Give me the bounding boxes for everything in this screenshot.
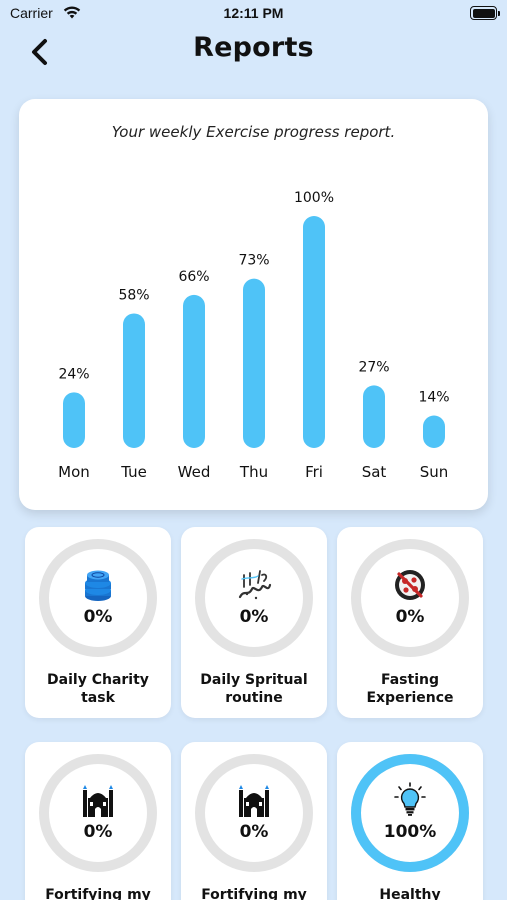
weekly-progress-card: Your weekly Exercise progress report. 24… (19, 99, 488, 510)
coins-icon (85, 570, 111, 601)
clock: 12:11 PM (223, 5, 284, 21)
task-card-spiritual[interactable]: 0% Daily Spritual routine (181, 527, 327, 718)
bar-wed (183, 294, 205, 448)
task-card-fortifying-2[interactable]: 0% Fortifying my (181, 742, 327, 900)
carrier-label: Carrier (10, 5, 53, 21)
task-percent: 0% (83, 607, 113, 627)
task-percent: 0% (83, 822, 113, 842)
bar-value-label: 14% (418, 390, 449, 406)
back-button[interactable] (26, 36, 56, 68)
category-label: Tue (120, 463, 147, 481)
wifi-icon (63, 6, 81, 19)
progress-ring (195, 539, 313, 657)
task-card-healthy[interactable]: 100% Healthy (337, 742, 483, 900)
chart-title: Your weekly Exercise progress report. (111, 123, 396, 141)
lightbulb-icon (394, 782, 426, 816)
bar-sun (423, 415, 445, 448)
bar-value-label: 66% (178, 269, 209, 285)
task-label: Daily Spritual routine (200, 672, 308, 706)
progress-ring (39, 539, 157, 657)
page-title: Reports (193, 32, 314, 63)
bar-value-label: 27% (358, 359, 389, 375)
progress-ring (351, 539, 469, 657)
task-card-fortifying-1[interactable]: 0% Fortifying my (25, 742, 171, 900)
category-label: Sun (420, 463, 449, 481)
mosque-icon (239, 785, 269, 817)
no-food-icon (395, 570, 425, 600)
task-percent: 100% (383, 822, 437, 842)
bar-value-label: 58% (118, 287, 149, 303)
bar-fri (303, 216, 325, 448)
chevron-left-icon (32, 39, 47, 65)
weekly-progress-chart: 24% Mon 58% Tue 66% Wed 73% Thu 100% Fri 27% Sat 14%… (58, 190, 449, 481)
task-percent: 0% (239, 822, 269, 842)
category-label: Sat (362, 463, 387, 481)
category-label: Wed (178, 463, 211, 481)
bar-value-label: 100% (294, 190, 334, 206)
bar-thu (243, 278, 265, 448)
task-label: Fortifying my (201, 887, 307, 900)
task-label: Healthy (379, 887, 441, 900)
task-card-fasting[interactable]: 0% Fasting Experience (337, 527, 483, 718)
progress-ring (351, 754, 469, 872)
battery-icon (470, 6, 500, 20)
calligraphy-icon (238, 570, 272, 600)
task-percent: 0% (239, 607, 269, 627)
status-bar: Carrier 12:11 PM (0, 0, 507, 28)
task-percent: 0% (395, 607, 425, 627)
task-label: Daily Charity task (47, 672, 149, 706)
progress-ring (39, 754, 157, 872)
bar-value-label: 24% (58, 366, 89, 382)
bar-value-label: 73% (238, 253, 269, 269)
task-card-charity[interactable]: 0% Daily Charity task (25, 527, 171, 718)
category-label: Thu (239, 463, 268, 481)
progress-ring (195, 754, 313, 872)
task-label: Fortifying my (45, 887, 151, 900)
category-label: Fri (305, 463, 323, 481)
bar-tue (123, 313, 145, 448)
category-label: Mon (58, 463, 90, 481)
mosque-icon (83, 785, 113, 817)
task-label: Fasting Experience (366, 672, 454, 706)
bar-mon (63, 392, 85, 448)
bar-sat (363, 385, 385, 448)
